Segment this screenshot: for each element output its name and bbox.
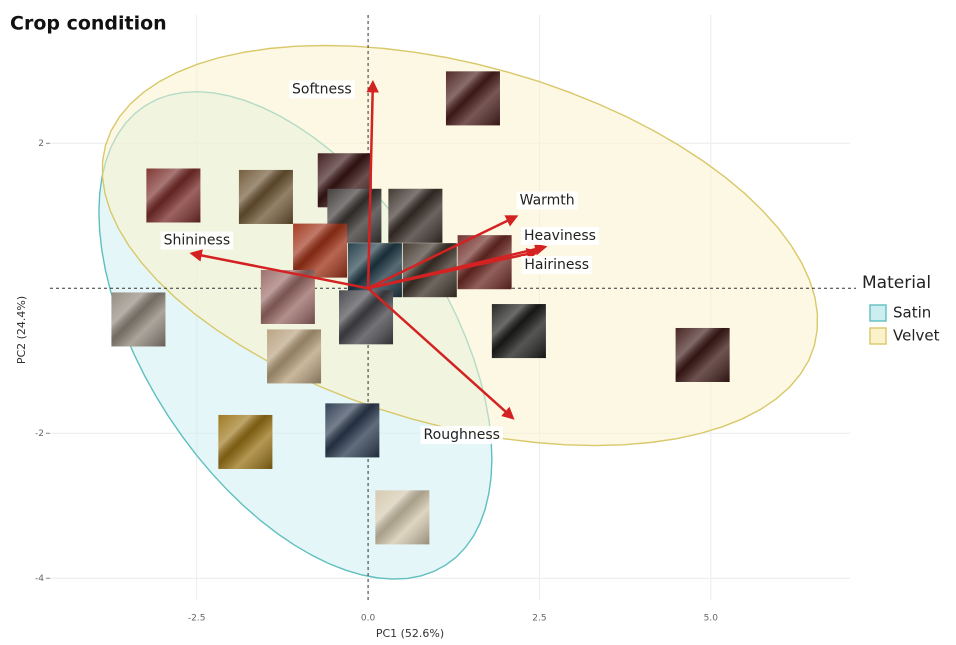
loading-arrow [189,249,369,290]
fabric-sheen [375,490,430,545]
legend-title: Material [862,273,931,293]
fabric-point [375,490,430,545]
fabric-point [491,304,546,359]
legend-label: Velvet [893,327,940,345]
fabric-point [238,169,293,224]
loading-label: Heaviness [520,226,599,245]
fabric-point [111,292,166,347]
y-axis-label: PC2 (24.4%) [15,296,28,364]
x-tick-label: 5.0 [704,614,719,624]
y-tick-label: -2 [35,429,44,439]
loading-label: Softness [289,80,355,99]
loading-arrow [367,248,540,290]
fabric-sheen [325,403,380,458]
chart-title: Crop condition [10,13,167,35]
x-tick-label: -2.5 [188,614,206,624]
fabric-point [260,269,315,324]
fabric-sheen [111,292,166,347]
fabric-sheen [260,269,315,324]
fabric-point [146,168,201,223]
fabric-sheen [445,71,500,126]
loading-label-text: Hairiness [524,257,589,273]
label-box [420,426,503,445]
x-axis-label: PC1 (52.6%) [376,627,444,640]
label-box [289,80,355,99]
fabric-point [325,403,380,458]
fabric-sheen [347,243,402,298]
loading-arrow [367,287,515,420]
fabric-sheen [267,329,322,384]
fabric-sheen [293,223,348,278]
fabric-point [339,290,394,345]
legend-key [869,327,887,345]
fabric-point [347,243,402,298]
fabric-point [402,243,457,298]
fabric-point [293,223,348,278]
loading-label: Hairiness [521,256,593,275]
fabric-sheen [339,290,394,345]
fabric-sheen [238,169,293,224]
label-box [516,191,578,210]
fabric-point [218,414,273,469]
legend-key [869,304,887,322]
fabric-point [445,71,500,126]
loading-arrow [367,215,519,290]
fabric-point [388,188,443,243]
y-tick-label: 2 [38,139,44,149]
fabric-sheen [675,327,730,382]
loading-label-text: Warmth [520,193,575,209]
loading-label: Shininess [160,231,234,250]
x-tick-label: 0.0 [361,614,376,624]
fabric-sheen [218,414,273,469]
loading-label: Roughness [420,426,503,445]
legend-label: Satin [893,304,931,322]
fabric-sheen [388,188,443,243]
loading-arrow [366,79,379,289]
label-box [521,256,593,275]
y-tick-label: -4 [35,574,44,584]
label-box [520,226,599,245]
x-tick-label: 2.5 [532,614,546,624]
label-box [160,231,234,250]
fabric-point [267,329,322,384]
fabric-sheen [491,304,546,359]
loading-label: Warmth [516,191,578,210]
loading-label-text: Softness [292,81,352,97]
loading-label-text: Shininess [164,232,231,248]
loading-label-text: Heaviness [524,228,596,244]
fabric-point [675,327,730,382]
fabric-sheen [146,168,201,223]
loading-label-text: Roughness [424,427,500,443]
